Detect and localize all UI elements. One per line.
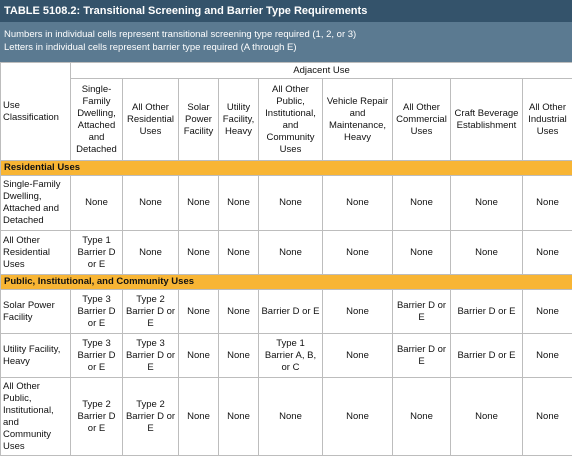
cell: None <box>178 289 219 334</box>
cell: None <box>392 175 451 231</box>
cell: None <box>521 333 572 378</box>
cell: None <box>70 175 123 231</box>
row-label: Single-Family Dwelling, Attached and Det… <box>0 175 71 231</box>
cell: Type 1 Barrier D or E <box>70 230 123 275</box>
table-title: TABLE 5108.2: Transitional Screening and… <box>0 0 572 22</box>
column-header: Solar Power Facility <box>178 78 219 161</box>
cell: None <box>521 230 572 275</box>
cell: None <box>450 175 523 231</box>
data-row: All Other Public, Institutional, and Com… <box>0 377 572 456</box>
cell: None <box>521 289 572 334</box>
column-header: All Other Industrial Uses <box>521 78 572 161</box>
group-header: Adjacent Use <box>69 62 572 79</box>
cell: None <box>178 377 219 456</box>
header-row: Use Classification Adjacent Use <box>0 62 572 161</box>
section-title: Residential Uses <box>0 160 572 176</box>
cell: Barrier D or E <box>392 333 451 378</box>
row-label: Utility Facility, Heavy <box>0 333 71 378</box>
cell: Type 3 Barrier D or E <box>122 333 179 378</box>
cell: None <box>392 230 451 275</box>
cell: None <box>178 230 219 275</box>
cell: Barrier D or E <box>258 289 323 334</box>
cell: Type 1 Barrier A, B, or C <box>258 333 323 378</box>
cell: None <box>392 377 451 456</box>
section-row: Public, Institutional, and Community Use… <box>0 274 572 290</box>
cell: Type 2 Barrier D or E <box>122 289 179 334</box>
cell: None <box>322 230 393 275</box>
cell: None <box>521 175 572 231</box>
cell: Barrier D or E <box>450 289 523 334</box>
cell: None <box>450 377 523 456</box>
data-row: Utility Facility, Heavy Type 3 Barrier D … <box>0 333 572 378</box>
cell: None <box>122 175 179 231</box>
cell: None <box>258 175 323 231</box>
header-cell: Use Classification <box>0 62 71 161</box>
cell: None <box>322 175 393 231</box>
note: Letters in individual cells represent ba… <box>4 42 297 53</box>
cell: Type 3 Barrier D or E <box>70 333 123 378</box>
cell: None <box>521 377 572 456</box>
cell: None <box>122 230 179 275</box>
cell: Barrier D or E <box>392 289 451 334</box>
cell: None <box>178 333 219 378</box>
section-title: Public, Institutional, and Community Use… <box>0 274 572 290</box>
note: Numbers in individual cells represent tr… <box>4 29 357 40</box>
column-header: All Other Commercial Uses <box>392 78 451 161</box>
row-label: All Other Residential Uses <box>0 230 71 275</box>
column-header: Vehicle Repair and Maintenance, Heavy <box>322 78 393 161</box>
cell: Type 3 Barrier D or E <box>70 289 123 334</box>
requirements-table: Use Classification Adjacent Use Single-Fam… <box>0 62 572 456</box>
header-row: Single-Family Dwelling, Attached and Det… <box>1 78 572 161</box>
cell: None <box>322 377 393 456</box>
cell: None <box>218 333 259 378</box>
cell: None <box>322 333 393 378</box>
column-header: All Other Residential Uses <box>122 78 179 161</box>
cell: Type 2 Barrier D or E <box>70 377 123 456</box>
cell: None <box>258 230 323 275</box>
cell: None <box>322 289 393 334</box>
cell: None <box>218 230 259 275</box>
cell: Type 2 Barrier D or E <box>122 377 179 456</box>
cell: None <box>218 175 259 231</box>
data-row: All Other Residential Uses Type 1 Barrier… <box>0 230 572 275</box>
column-header: Utility Facility, Heavy <box>218 78 259 161</box>
section-row: Residential Uses <box>0 160 572 176</box>
row-label: All Other Public, Institutional, and Com… <box>0 377 71 456</box>
cell: None <box>450 230 523 275</box>
cell: None <box>178 175 219 231</box>
column-header: All Other Public, Institutional, and Com… <box>258 78 323 161</box>
cell: None <box>218 289 259 334</box>
notes: Numbers in individual cells represent tr… <box>0 22 572 62</box>
column-header: Single-Family Dwelling, Attached and Det… <box>70 78 123 161</box>
cell: Barrier D or E <box>450 333 523 378</box>
column-header: Craft Beverage Establishment <box>450 78 523 161</box>
data-row: Solar Power Facility Type 3 Barrier D or … <box>0 289 572 334</box>
cell: None <box>258 377 323 456</box>
cell: None <box>218 377 259 456</box>
data-row: Single-Family Dwelling, Attached and Det… <box>0 175 572 231</box>
row-label: Solar Power Facility <box>0 289 71 334</box>
